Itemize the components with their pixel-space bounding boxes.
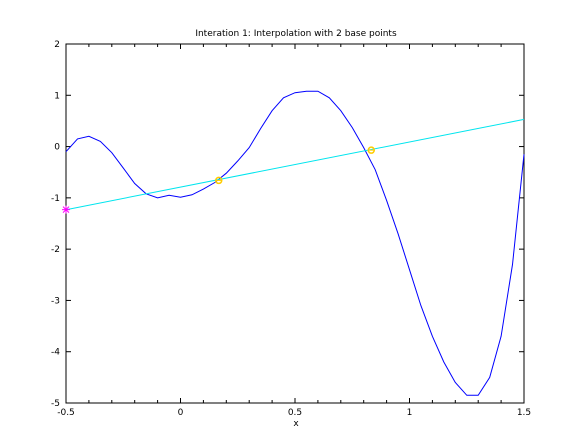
x-tick-label: -0.5 (57, 408, 75, 418)
y-tick-label: -5 (51, 399, 60, 409)
interpolation-line (65, 118, 525, 211)
y-tick-label: -3 (51, 296, 60, 306)
x-axis: -0.5 0 0.5 1 1.5 (57, 44, 531, 418)
y-tick-label: 2 (54, 40, 60, 50)
x-tick-label: 1 (407, 408, 413, 418)
x-tick-label: 0 (178, 408, 184, 418)
y-tick-label: -4 (51, 348, 60, 358)
series-layer (65, 90, 525, 396)
x-axis-label: x (293, 419, 299, 429)
start-point-marker (62, 206, 70, 214)
y-tick-label: -2 (51, 245, 60, 255)
marker-layer (62, 146, 376, 214)
y-tick-label: 1 (54, 91, 60, 101)
y-tick-label: -1 (51, 194, 60, 204)
chart-title: Interation 1: Interpolation with 2 base … (195, 29, 397, 39)
x-tick-label: 1.5 (517, 408, 531, 418)
y-tick-label: 0 (54, 143, 60, 153)
y-axis: 2 1 0 -1 -2 -3 -4 -5 (51, 40, 524, 409)
function-curve (65, 90, 525, 396)
x-tick-label: 0.5 (288, 408, 302, 418)
